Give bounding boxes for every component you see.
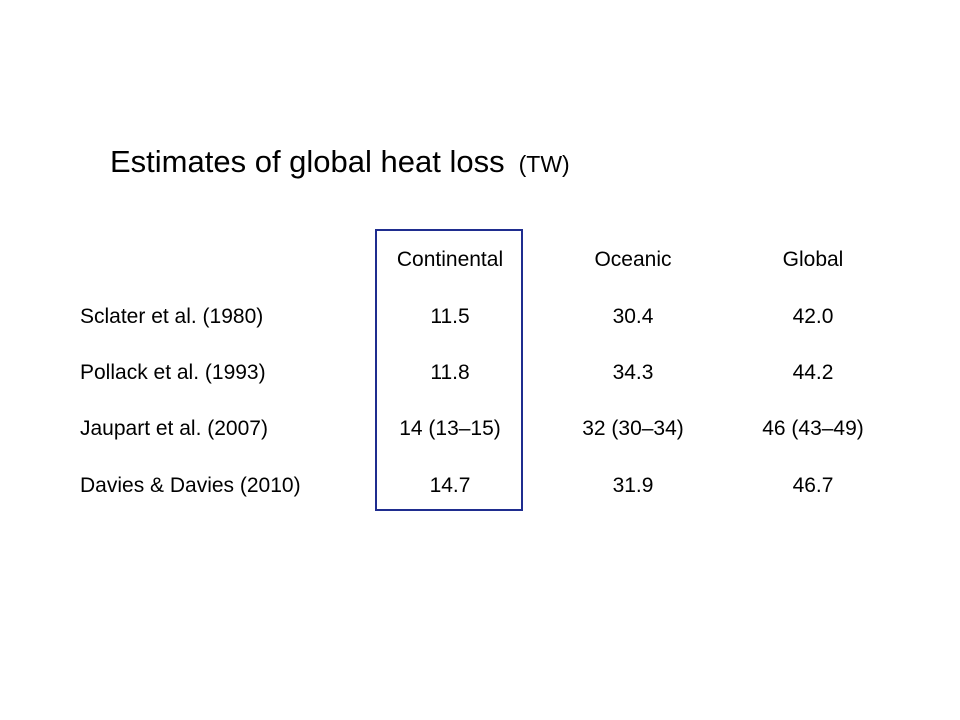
cell-global: 42.0 [792,305,834,328]
cell-global: 46 (43–49) [762,417,864,440]
cell-oceanic: 30.4 [612,305,654,328]
cell-continental: 14.7 [429,474,471,497]
cell-oceanic: 32 (30–34) [582,417,684,440]
row-source: Jaupart et al. (2007) [80,417,268,440]
column-header-oceanic: Oceanic [594,248,672,271]
row-source: Sclater et al. (1980) [80,305,264,328]
cell-global: 46.7 [792,474,834,497]
row-source: Pollack et al. (1993) [80,361,266,384]
title-text: Estimates of global heat loss [110,144,505,179]
column-header-global: Global [782,248,844,271]
slide-title: Estimates of global heat loss (TW) [110,146,570,177]
cell-global: 44.2 [792,361,834,384]
cell-oceanic: 31.9 [612,474,654,497]
row-source: Davies & Davies (2010) [80,474,301,497]
title-unit: (TW) [518,151,570,177]
cell-continental: 11.5 [430,305,470,328]
cell-continental: 11.8 [430,361,470,384]
cell-continental: 14 (13–15) [399,417,501,440]
continental-column-highlight [375,229,523,511]
column-header-continental: Continental [396,248,504,271]
cell-oceanic: 34.3 [612,361,654,384]
